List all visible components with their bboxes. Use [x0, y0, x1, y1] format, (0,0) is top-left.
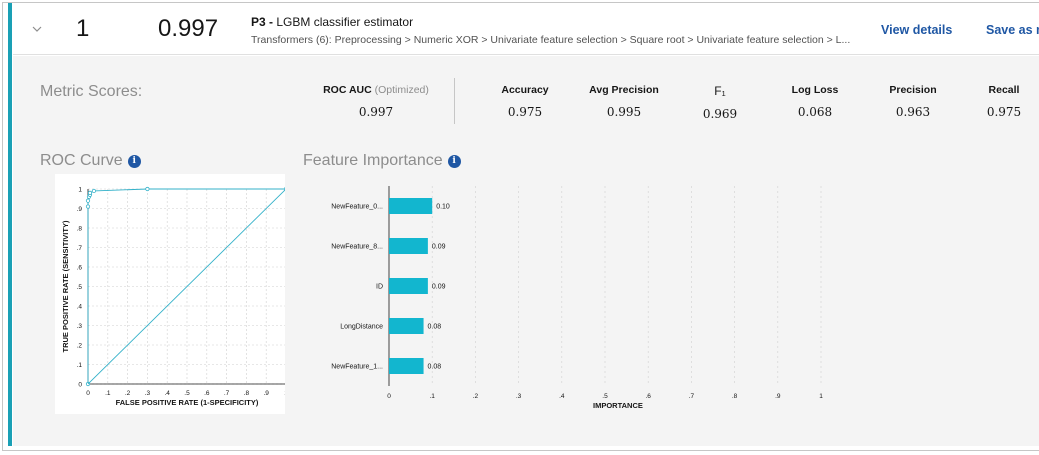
category-label: NewFeature_1...	[331, 364, 383, 371]
series-line-baseline	[87, 189, 285, 385]
category-label: NewFeature_0...	[331, 204, 383, 211]
y-tick-label: .4	[77, 304, 83, 311]
metric-value-log-loss: 0.068	[797, 105, 833, 119]
value-label: 0.08	[428, 364, 442, 371]
x-tick-label: .6	[204, 390, 210, 397]
x-tick-label: .6	[645, 393, 651, 400]
value-label: 0.08	[428, 324, 442, 331]
x-tick-label: 0	[86, 390, 90, 397]
category-label: LongDistance	[340, 324, 383, 331]
metric-header-avg-precision: Avg Precision	[589, 84, 659, 96]
metric-header-f1: F₁	[714, 84, 726, 98]
value-label: 0.09	[432, 284, 446, 291]
metric-value-roc-auc: 0.997	[358, 105, 394, 119]
x-tick-label: .3	[145, 390, 151, 397]
roc-point	[85, 198, 91, 203]
importance-bar	[389, 238, 428, 254]
metric-value-f1: 0.969	[702, 107, 738, 121]
x-tick-label: .2	[473, 393, 479, 400]
roc-point	[87, 190, 93, 195]
metric-divider	[454, 78, 455, 124]
info-icon[interactable]: i	[127, 155, 141, 168]
info-icon[interactable]: i	[447, 155, 461, 168]
value-label: 0.09	[432, 244, 446, 251]
x-axis-label: FALSE POSITIVE RATE (1-SPECIFICITY)	[116, 398, 259, 407]
metric-optimized-tag: (Optimized)	[374, 84, 429, 96]
x-tick-label: .7	[224, 390, 230, 397]
pipeline-name: P3 - LGBM classifier estimator	[251, 15, 413, 29]
pipeline-score: 0.997	[158, 15, 219, 42]
roc-point	[145, 186, 150, 192]
metric-scores-title: Metric Scores:	[40, 83, 143, 100]
roc-curve-title: ROC Curve	[40, 152, 123, 169]
metric-label: ROC AUC	[323, 84, 372, 96]
x-tick-label: .5	[184, 390, 190, 397]
feature-importance-chart: 0 .1 .2 .3 .4 .5 .6 .7 .8 .9 1 NewFeature_0... 0.10 N…	[331, 186, 823, 410]
pipeline-rank: 1	[76, 15, 90, 42]
y-axis-label: TRUE POSITIVE RATE (SENSITIVITY)	[61, 220, 70, 352]
metric-header-log-loss: Log Loss	[791, 84, 839, 96]
importance-bar	[389, 358, 424, 374]
x-tick-label: .5	[602, 393, 608, 400]
roc-point	[85, 204, 91, 209]
value-label: 0.10	[436, 204, 450, 211]
y-tick-label: .1	[77, 362, 83, 369]
y-tick-label: .2	[77, 343, 83, 350]
pipeline-header-row[interactable]: 1 0.997 P3 - LGBM classifier estimator T…	[13, 3, 1039, 55]
y-tick-label: 1	[78, 187, 82, 194]
importance-bar	[389, 198, 433, 214]
pipeline-details-panel: Metric Scores: ROC AUC (Optimized) 0.997…	[13, 56, 1039, 446]
x-tick-label: .4	[559, 393, 565, 400]
pipeline-separator: -	[265, 15, 277, 29]
y-tick-label: .9	[77, 206, 83, 213]
metric-header-recall: Recall	[988, 84, 1020, 96]
y-tick-label: .8	[77, 226, 83, 233]
pipeline-id: P3	[251, 15, 266, 29]
y-tick-label: .3	[77, 323, 83, 330]
x-tick-label: .8	[244, 390, 250, 397]
x-tick-label: .1	[429, 393, 435, 400]
view-details-link[interactable]: View details	[881, 23, 953, 37]
x-tick-label: .9	[775, 393, 781, 400]
save-as-link[interactable]: Save as mo	[986, 23, 1039, 37]
roc-curve-chart: 0 .1 .2 .3 .4 .5 .6 .7 .8 .9 1 0 .1 .2 .3 .4 .5 .6 .7 .8 .9 1…	[55, 174, 285, 414]
metric-value-avg-precision: 0.995	[606, 105, 642, 119]
metric-header-precision: Precision	[889, 84, 937, 96]
y-tick-label: .5	[77, 284, 83, 291]
roc-point	[91, 188, 97, 194]
x-tick-label: .2	[125, 390, 131, 397]
importance-bar	[389, 318, 424, 334]
x-tick-label: .3	[516, 393, 522, 400]
x-tick-label: .7	[689, 393, 695, 400]
x-tick-label: .8	[732, 393, 738, 400]
x-tick-label: .9	[263, 390, 269, 397]
metric-value-accuracy: 0.975	[507, 105, 543, 119]
x-tick-label: 1	[284, 390, 285, 397]
feature-importance-heading: Feature Importance i	[303, 152, 461, 170]
chevron-down-icon[interactable]	[30, 22, 44, 36]
y-tick-label: 0	[78, 382, 82, 389]
selected-accent-bar	[8, 3, 12, 446]
pipeline-estimator: LGBM classifier estimator	[276, 15, 414, 29]
metric-value-precision: 0.963	[895, 105, 931, 119]
x-tick-label: .4	[164, 390, 170, 397]
y-tick-label: .6	[77, 265, 83, 272]
y-tick-label: .7	[77, 245, 83, 252]
pipeline-transformers: Transformers (6): Preprocessing > Numeri…	[251, 34, 851, 46]
importance-bar	[389, 278, 428, 294]
metric-value-recall: 0.975	[986, 105, 1022, 119]
x-axis-label: IMPORTANCE	[593, 401, 643, 410]
x-tick-label: 0	[387, 393, 391, 400]
x-tick-label: .1	[105, 390, 111, 397]
category-label: ID	[376, 284, 383, 291]
category-label: NewFeature_8...	[331, 244, 383, 251]
feature-importance-title: Feature Importance	[303, 152, 443, 169]
x-tick-label: 1	[819, 393, 823, 400]
roc-curve-heading: ROC Curve i	[40, 152, 141, 170]
metric-header-accuracy: Accuracy	[501, 84, 549, 96]
metric-header-roc-auc: ROC AUC (Optimized)	[311, 84, 441, 96]
